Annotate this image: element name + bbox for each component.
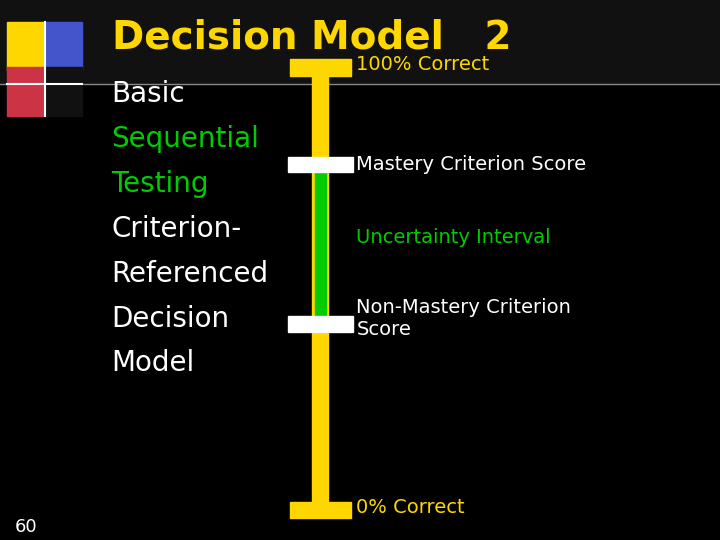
Text: Model: Model <box>112 349 195 377</box>
Text: Criterion-: Criterion- <box>112 215 242 243</box>
Text: Sequential: Sequential <box>112 125 259 153</box>
Bar <box>45 22 82 70</box>
Text: Non-Mastery Criterion
Score: Non-Mastery Criterion Score <box>356 298 571 339</box>
Bar <box>0 0 720 84</box>
Bar <box>289 502 351 518</box>
Bar <box>289 59 351 76</box>
Text: Decision Model   2: Decision Model 2 <box>112 19 511 57</box>
Text: Mastery Criterion Score: Mastery Criterion Score <box>356 155 587 174</box>
Text: 0% Correct: 0% Correct <box>356 498 465 517</box>
Text: 100% Correct: 100% Correct <box>356 55 490 75</box>
Text: Testing: Testing <box>112 170 209 198</box>
Bar <box>312 68 328 510</box>
Bar <box>7 68 45 116</box>
Bar <box>288 316 353 332</box>
Text: 60: 60 <box>14 517 37 536</box>
Bar <box>315 165 326 324</box>
Text: Referenced: Referenced <box>112 260 269 288</box>
Text: Decision: Decision <box>112 305 230 333</box>
Bar <box>7 22 45 70</box>
Text: Basic: Basic <box>112 80 185 109</box>
Bar <box>45 68 82 116</box>
Bar <box>288 157 353 172</box>
Text: Uncertainty Interval: Uncertainty Interval <box>356 228 551 247</box>
